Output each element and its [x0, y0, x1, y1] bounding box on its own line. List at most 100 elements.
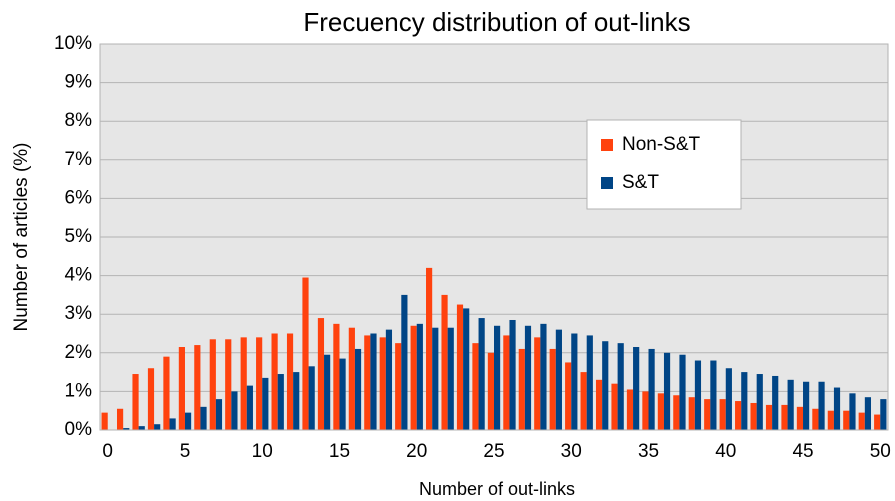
bar: [617, 343, 624, 430]
bar: [240, 337, 247, 430]
y-tick-label: 0%: [65, 419, 93, 440]
bar: [694, 360, 702, 430]
bar: [679, 354, 686, 430]
bar: [833, 387, 841, 430]
bar: [602, 341, 609, 430]
bar: [673, 395, 680, 430]
bar: [880, 399, 887, 430]
y-tick-label: 4%: [65, 265, 93, 286]
bar: [781, 404, 788, 430]
bar: [787, 379, 794, 430]
bar: [277, 374, 284, 430]
bar: [317, 318, 325, 430]
bar: [209, 339, 216, 430]
bar: [308, 366, 315, 430]
bar: [704, 399, 711, 430]
y-tick-label: 6%: [65, 187, 93, 208]
bar: [595, 379, 603, 430]
x-tick-label: 30: [561, 441, 582, 462]
bar: [395, 343, 402, 430]
bar: [565, 362, 572, 430]
x-tick-label: 45: [792, 441, 813, 462]
x-axis-label: Number of out-links: [419, 479, 575, 499]
bar: [657, 393, 664, 430]
bar: [147, 368, 155, 430]
bar: [101, 412, 108, 430]
bar: [864, 397, 872, 430]
bar: [333, 323, 340, 430]
bar: [138, 426, 145, 430]
bar: [472, 343, 479, 430]
bar: [184, 412, 192, 430]
y-tick-label: 10%: [54, 33, 92, 54]
legend-label: Non-S&T: [622, 134, 701, 155]
bar: [163, 356, 170, 430]
bar: [534, 337, 541, 430]
bar: [803, 381, 810, 430]
bar: [580, 372, 587, 430]
legend-swatch: [601, 139, 613, 151]
bar: [487, 352, 494, 430]
bar: [735, 401, 742, 430]
x-tick-label: 0: [102, 441, 113, 462]
chart-title: Frecuency distribution of out-links: [303, 7, 690, 37]
x-tick-label: 15: [329, 441, 350, 462]
bar: [509, 319, 516, 430]
bar: [741, 372, 748, 430]
bar: [540, 323, 547, 430]
x-tick-label: 10: [252, 441, 273, 462]
bar: [642, 391, 649, 430]
x-tick-label: 50: [870, 441, 891, 462]
bar: [827, 410, 834, 430]
bar: [441, 294, 448, 430]
plot-frame: [99, 43, 889, 431]
bar: [463, 308, 470, 430]
bar: [324, 354, 331, 430]
bar: [494, 325, 501, 430]
bar: [370, 333, 377, 430]
bar: [719, 399, 726, 430]
bar: [456, 304, 464, 430]
y-tick-label: 8%: [65, 110, 93, 131]
y-tick-label: 5%: [65, 226, 93, 247]
bar: [154, 424, 161, 430]
y-tick-label: 3%: [65, 303, 93, 324]
bar: [426, 267, 433, 430]
bar: [246, 385, 253, 430]
bar: [858, 412, 865, 430]
y-tick-label: 9%: [65, 72, 93, 93]
bar: [132, 374, 139, 430]
bar: [256, 337, 263, 430]
x-tick-label: 40: [715, 441, 736, 462]
bar: [200, 406, 207, 430]
bar: [194, 345, 201, 430]
bar: [725, 368, 732, 430]
bar: [432, 327, 439, 430]
x-tick-label: 5: [180, 441, 191, 462]
bar: [586, 335, 593, 430]
bar: [812, 408, 819, 430]
bar: [215, 399, 223, 430]
bar: [710, 360, 717, 430]
bar: [796, 406, 804, 430]
bar: [364, 335, 371, 430]
bar: [524, 325, 532, 430]
bar: [772, 375, 779, 430]
bar: [843, 410, 850, 430]
bar: [611, 383, 618, 430]
bar: [231, 391, 238, 430]
bar: [663, 352, 671, 430]
y-tick-label: 2%: [65, 342, 93, 363]
legend-label: S&T: [622, 172, 659, 193]
bar: [571, 333, 578, 430]
bar: [688, 397, 695, 430]
y-axis-label: Number of articles (%): [11, 143, 32, 332]
legend-swatch: [601, 177, 613, 189]
bar: [818, 381, 825, 430]
bar: [286, 333, 294, 430]
bar: [756, 374, 763, 430]
bar: [401, 294, 408, 430]
bar: [302, 277, 309, 430]
y-tick-label: 1%: [65, 380, 93, 401]
